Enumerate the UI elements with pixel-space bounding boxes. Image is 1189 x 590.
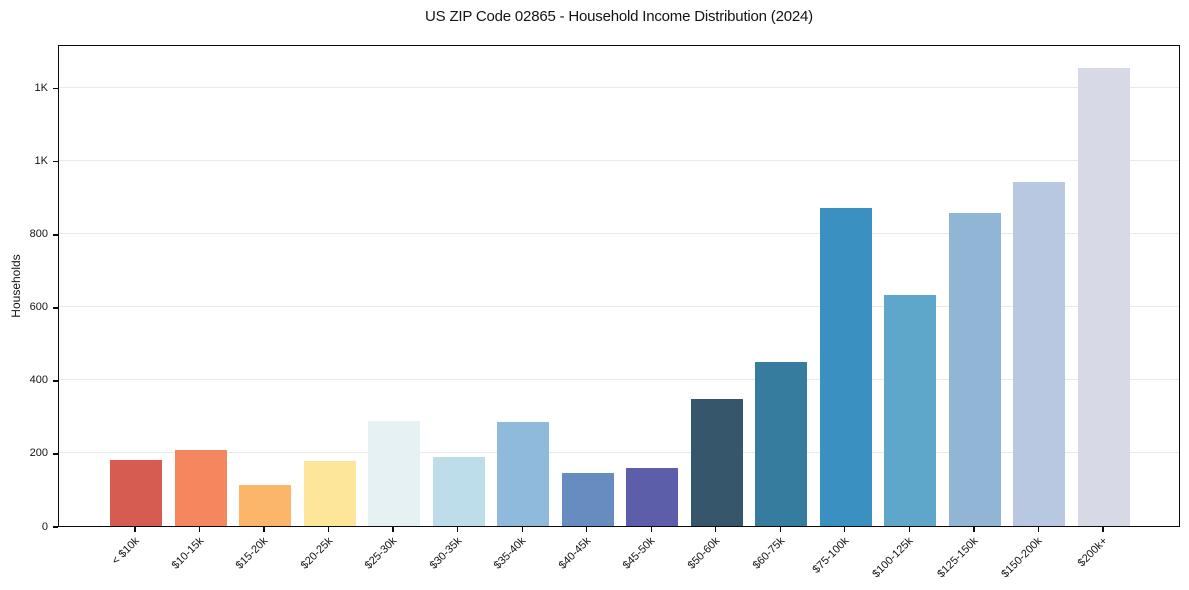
y-tick-mark xyxy=(53,88,58,90)
bar-$35-40k xyxy=(497,421,550,526)
x-tick-mark xyxy=(844,527,846,532)
x-tick-label: $150-200k xyxy=(999,535,1045,581)
x-tick-label: $200k+ xyxy=(1075,535,1110,570)
gridline xyxy=(59,160,1179,162)
x-tick-mark xyxy=(1102,527,1104,532)
bar-$200k+ xyxy=(1077,67,1130,526)
chart-title: US ZIP Code 02865 - Household Income Dis… xyxy=(425,8,813,25)
y-tick-mark xyxy=(53,380,58,382)
x-tick-label: < $10k xyxy=(109,535,142,568)
bar-$25-30k xyxy=(368,420,421,526)
gridline xyxy=(59,87,1179,89)
bar-$20-25k xyxy=(303,461,356,526)
x-tick-label: $60-75k xyxy=(750,535,787,572)
bar-$15-20k xyxy=(239,484,292,526)
y-tick-mark xyxy=(53,234,58,236)
x-tick-mark xyxy=(650,527,652,532)
x-tick-label: $75-100k xyxy=(810,535,852,576)
y-tick-label: 200 xyxy=(29,447,48,460)
x-tick-label: $35-40k xyxy=(492,535,529,572)
x-tick-label: $30-35k xyxy=(427,535,465,572)
gridline xyxy=(59,452,1179,454)
x-tick-mark xyxy=(457,527,459,532)
x-tick-mark xyxy=(908,527,910,532)
x-tick-label: $50-60k xyxy=(685,535,723,572)
bar-$30-35k xyxy=(432,457,485,526)
bar-$100-125k xyxy=(884,295,937,526)
y-tick-label: 800 xyxy=(29,228,48,241)
y-tick-label: 1K xyxy=(34,82,48,95)
x-tick-label: $45-50k xyxy=(621,535,658,572)
x-tick-label: $40-45k xyxy=(556,535,594,572)
y-tick-mark xyxy=(53,307,58,309)
x-tick-label: $25-30k xyxy=(363,535,400,572)
x-tick-label: $10-15k xyxy=(169,535,207,572)
bar-$40-45k xyxy=(561,473,614,526)
bar-$60-75k xyxy=(755,362,808,526)
x-tick-mark xyxy=(779,527,781,532)
plot-area xyxy=(58,45,1180,527)
x-tick-mark xyxy=(198,527,201,532)
y-tick-mark xyxy=(53,161,58,163)
y-tick-mark xyxy=(53,453,58,455)
bar-$75-100k xyxy=(819,207,872,526)
bar-$10-15k xyxy=(174,450,227,526)
x-tick-label: $15-20k xyxy=(233,535,271,572)
x-tick-mark xyxy=(134,527,136,532)
gridline xyxy=(59,379,1179,381)
x-tick-label: $100-125k xyxy=(870,535,916,581)
x-tick-mark xyxy=(586,527,588,532)
x-tick-mark xyxy=(327,527,330,532)
x-tick-label: $125-150k xyxy=(935,535,981,581)
y-tick-mark xyxy=(53,526,58,528)
bar-< $10k xyxy=(110,459,162,526)
y-tick-label: 1K xyxy=(34,155,48,168)
y-tick-label: 600 xyxy=(29,301,48,314)
y-tick-label: 400 xyxy=(29,374,48,387)
x-tick-mark xyxy=(1037,527,1040,532)
bar-$125-150k xyxy=(948,213,1001,526)
x-tick-label: $20-25k xyxy=(298,535,336,572)
bar-$50-60k xyxy=(690,398,743,526)
bar-$150-200k xyxy=(1013,181,1066,526)
x-tick-mark xyxy=(715,527,717,532)
gridline xyxy=(59,233,1179,235)
y-tick-label: 0 xyxy=(41,520,48,533)
bar-$45-50k xyxy=(626,467,679,526)
x-tick-mark xyxy=(263,527,265,532)
x-tick-mark xyxy=(521,527,523,532)
gridline xyxy=(59,306,1179,308)
x-tick-mark xyxy=(392,527,394,532)
x-tick-mark xyxy=(973,527,975,532)
